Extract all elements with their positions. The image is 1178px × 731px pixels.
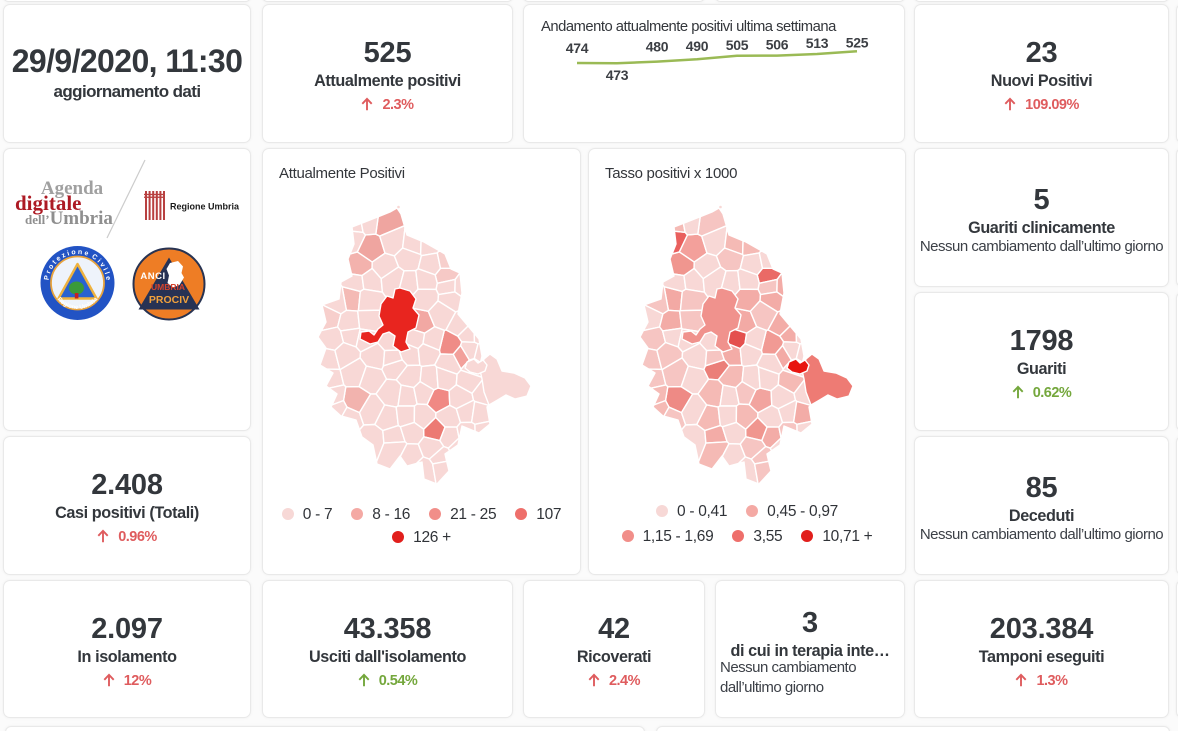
svg-text:Agenda: Agenda xyxy=(41,178,104,199)
svg-text:480: 480 xyxy=(646,38,669,54)
svg-text:513: 513 xyxy=(806,35,829,51)
svg-text:525: 525 xyxy=(846,34,869,50)
svg-text:dell’Umbria: dell’Umbria xyxy=(25,208,113,229)
svg-text:473: 473 xyxy=(606,67,629,83)
svg-text:PROCIV: PROCIV xyxy=(149,294,189,306)
svg-text:505: 505 xyxy=(726,37,749,53)
svg-text:474: 474 xyxy=(566,40,589,56)
svg-text:490: 490 xyxy=(686,38,709,54)
svg-text:UMBRIA: UMBRIA xyxy=(151,282,185,292)
svg-text:digitale: digitale xyxy=(15,191,82,215)
svg-text:506: 506 xyxy=(766,36,789,52)
svg-text:Andamento attualmente positivi: Andamento attualmente positivi ultima se… xyxy=(541,19,837,35)
svg-text:ANCI: ANCI xyxy=(140,271,165,282)
svg-text:Regione Umbria: Regione Umbria xyxy=(170,202,240,212)
